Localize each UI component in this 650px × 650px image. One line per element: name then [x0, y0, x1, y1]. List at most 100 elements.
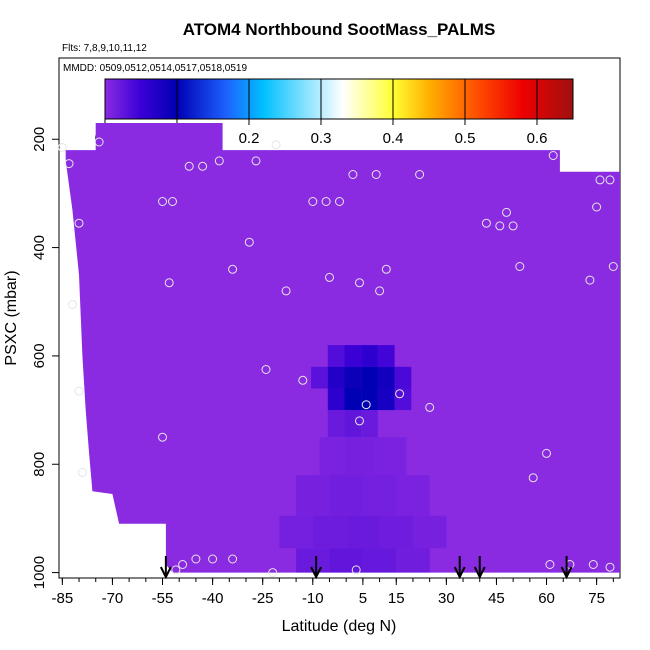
sample-point: [481, 218, 491, 228]
heatmap-field: [65, 123, 620, 573]
sample-point: [74, 218, 84, 228]
heatmap-cell: [377, 345, 395, 367]
x-tick-label: -70: [102, 590, 124, 607]
heatmap-cell: [413, 515, 447, 549]
heatmap-cell: [344, 388, 362, 411]
sample-point: [308, 197, 318, 206]
y-axis-label: PSXC (mbar): [3, 270, 20, 365]
sample-point: [77, 467, 87, 477]
sample-point: [271, 140, 281, 150]
color-bar-tick-label: 0.6: [527, 130, 548, 147]
y-tick-label: 800: [31, 452, 48, 477]
heatmap-cell: [396, 548, 430, 573]
sample-point: [251, 156, 261, 166]
arrow-marker: [560, 556, 573, 580]
x-tick-label: 15: [388, 590, 405, 607]
x-tick-label: -10: [302, 590, 324, 607]
sample-point: [375, 286, 385, 296]
sample-point: [244, 237, 254, 247]
sample-point: [298, 375, 308, 385]
sample-point: [361, 400, 371, 410]
sample-point: [184, 161, 194, 171]
sample-point: [74, 386, 84, 396]
sample-point: [548, 151, 558, 160]
heatmap-cell: [327, 366, 345, 389]
sample-point: [381, 264, 391, 274]
heatmap-cell: [327, 388, 345, 411]
y-tick-label: 600: [31, 343, 48, 368]
y-tick-label: 400: [31, 235, 48, 260]
heatmap-cell: [311, 366, 328, 389]
sample-point: [355, 416, 364, 426]
sample-point: [508, 221, 518, 231]
sample-point: [198, 161, 208, 171]
dates-label: MMDD: 0509,0512,0514,0517,0518,0519: [63, 63, 247, 74]
sample-point: [158, 197, 167, 206]
sample-point: [164, 278, 174, 288]
heatmap-cell: [279, 515, 313, 549]
sample-point: [355, 278, 364, 288]
sample-point: [171, 565, 181, 575]
color-bar-gradient: [104, 78, 574, 120]
heatmap-cell: [396, 475, 430, 516]
color-bar-tick-label: 0.4: [383, 130, 404, 147]
y-tick-label: 200: [31, 127, 48, 152]
heatmap-cell: [394, 388, 412, 411]
flights-label: Flts: 7,8,9,10,11,12: [62, 43, 147, 54]
heatmap-cell: [362, 548, 397, 573]
y-axis: 200 400 600 800 1000: [31, 127, 59, 589]
x-tick-label: 30: [438, 590, 455, 607]
sample-point: [57, 142, 67, 152]
x-axis-label: Latitude (deg N): [282, 618, 397, 635]
arrow-marker: [310, 556, 323, 580]
sample-point: [415, 170, 425, 179]
heatmap-cell: [329, 548, 363, 573]
heatmap-cell: [327, 410, 345, 438]
sample-point: [228, 554, 238, 564]
arrow-marker: [453, 556, 466, 580]
sample-point: [528, 473, 538, 483]
heatmap-cell: [344, 410, 362, 438]
x-tick-label: -55: [152, 590, 174, 607]
sample-point: [395, 389, 405, 399]
sample-point: [592, 202, 602, 212]
color-bar-tick-label: 0.3: [311, 130, 332, 147]
x-tick-label: 60: [538, 590, 555, 607]
x-tick-label: 45: [488, 590, 505, 607]
x-tick-label: -85: [51, 590, 73, 607]
sample-point: [545, 560, 555, 569]
heatmap-cell: [377, 366, 395, 389]
heatmap-cell: [361, 410, 378, 438]
sample-point: [281, 286, 291, 296]
sample-point: [67, 300, 77, 309]
sample-point: [335, 197, 344, 206]
sample-point: [268, 568, 278, 578]
sample-point: [94, 137, 104, 147]
chart-title: ATOM4 Northbound SootMass_PALMS: [183, 20, 496, 39]
x-tick-label: -25: [252, 590, 274, 607]
sample-point: [214, 156, 224, 166]
sample-point: [495, 221, 505, 231]
sample-point: [605, 562, 615, 572]
heatmap-cell: [394, 366, 412, 389]
heatmap-cell: [361, 366, 378, 389]
heatmap-cell: [346, 515, 380, 549]
sample-point: [178, 560, 188, 569]
x-tick-label: 5: [359, 590, 367, 607]
sample-point: [605, 175, 615, 185]
heatmap-cell: [329, 475, 363, 516]
heatmap-cell: [377, 388, 395, 411]
sample-point: [208, 554, 218, 564]
x-tick-label: -40: [202, 590, 224, 607]
sample-point: [542, 448, 551, 458]
x-axis: -85 -70 -55 -40 -25 -10 5 15 30 45 60 75: [51, 578, 614, 607]
sample-point: [325, 272, 334, 282]
y-tick-label: 1000: [31, 556, 48, 589]
sample-point: [158, 432, 167, 442]
sample-point: [348, 170, 358, 179]
sample-point: [64, 159, 74, 169]
color-bar-tick-label: 0.5: [455, 130, 476, 147]
color-bar-tick-label: 0.2: [239, 130, 260, 147]
